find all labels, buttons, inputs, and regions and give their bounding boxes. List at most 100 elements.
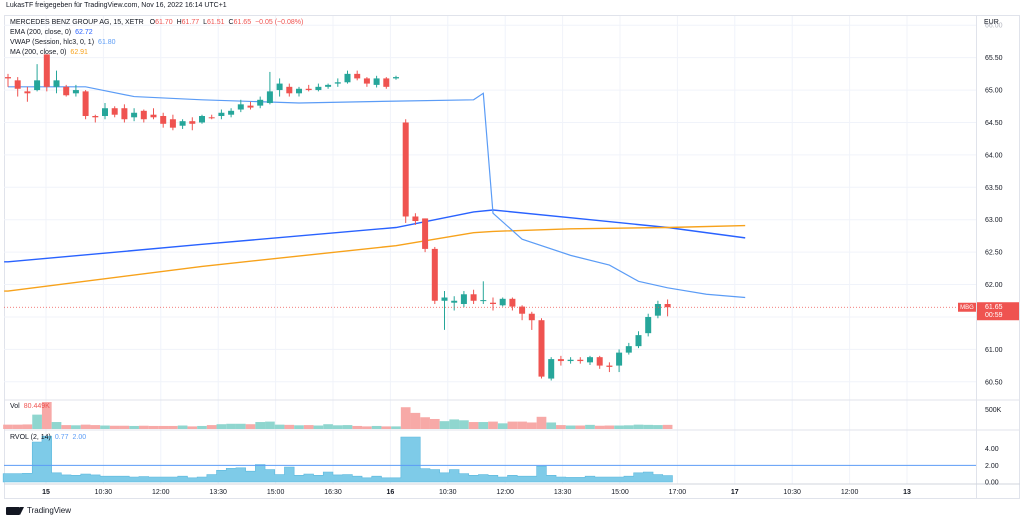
volume-bar [187,426,198,429]
candle-body [276,83,283,91]
volume-bar [22,424,33,429]
candle-body [538,320,545,377]
brand-name: TradingView [27,506,72,515]
price-tick-label: 63.50 [985,185,1003,192]
candle-body [363,78,370,84]
volume-bar [565,425,576,429]
symbol-tag [958,302,976,312]
candle-body [305,88,312,91]
price-scale[interactable] [976,15,1021,499]
candle-body [92,116,99,118]
volume-bar [235,423,246,429]
candle-body [208,117,215,119]
volume-bar [429,418,440,429]
candle-body [393,77,399,79]
candle-body [228,110,235,115]
legend-symbol: MERCEDES BENZ GROUP AG, 15, XETR [10,19,144,26]
ema-line [4,209,746,263]
volume-bar [332,425,343,429]
legend-rvol-label: RVOL (2, 14) [10,434,51,441]
price-tick-label: 65.50 [985,55,1003,62]
candle-body [577,359,584,362]
time-tick-label: 12:00 [152,489,170,496]
volume-bar [148,425,159,429]
candle-body [422,218,429,249]
candle-body [606,365,613,367]
volume-bar [381,426,392,429]
volume-bar [226,423,236,429]
legend-vwap[interactable]: VWAP (Session, hlc3, 0, 1) 61.80 [10,38,116,48]
volume-bar [51,422,62,429]
volume-bar [449,419,460,429]
volume-bar [633,424,644,429]
legend-close: 61.65 [233,19,252,26]
volume-bar [41,402,52,429]
legend-ma[interactable]: MA (200, close, 0) 62.91 [10,48,88,58]
time-tick-label: 16:30 [324,489,342,496]
candle-body [131,112,138,118]
footer-brand[interactable]: TradingView [6,506,71,515]
volume-bar [265,421,275,429]
price-tick-label: 64.00 [985,152,1003,159]
candle-body [296,88,302,94]
volume-bar [478,422,489,429]
published-line: LukasTF freigegeben für TradingView.com,… [6,2,227,9]
candle-body [460,294,467,304]
legend-rvol[interactable]: RVOL (2, 14) 0.77 2.00 [10,433,86,443]
volume-bar [400,407,411,429]
volume-bar [585,424,595,429]
symbol-tag-text: MBG [960,305,974,311]
volume-bar [323,424,333,429]
candle-body [179,121,186,126]
volume-bar [100,425,110,429]
legend-vwap-value: 61.80 [98,39,116,46]
volume-bar [129,425,139,429]
volume-bar [3,424,13,429]
legend-ema[interactable]: EMA (200, close, 0) 62.72 [10,28,93,38]
candle-body [373,78,380,85]
time-tick-label: 17:00 [669,489,687,496]
candle-body [237,104,244,110]
time-tick-label: 17 [731,489,739,496]
volume-series [3,402,673,429]
tradingview-logo-icon [6,506,24,515]
candle-body [111,108,118,115]
volume-bar [546,422,557,429]
volume-bar [158,425,169,429]
candle-body [334,82,341,84]
last-price-tag [977,302,1019,321]
candle-body [664,304,671,308]
volume-bar [556,425,566,429]
candle-body [509,298,516,307]
candle-body [635,335,642,347]
volume-bar [168,425,178,429]
candle-body [616,352,623,366]
candle-body [528,313,535,321]
time-tick-label: 15:00 [267,489,285,496]
price-tick-label: 62.50 [985,250,1003,257]
volume-bar [517,421,527,429]
candle-body [645,316,652,334]
grid-horizontal [4,24,976,383]
candle-body [72,90,79,94]
volume-bar [245,424,256,429]
candle-body [402,122,409,217]
volume-bar [594,425,605,429]
candle-body [596,357,603,366]
volume-bar [439,421,450,429]
volume-bar [507,421,518,429]
currency-label: EUR [984,19,999,26]
candle-body [218,112,225,116]
legend-volume[interactable]: Vol 80.449K [10,402,50,412]
volume-bar [197,425,207,429]
volume-bar [313,425,324,429]
volume-bar [662,424,673,429]
candle-body [490,302,496,304]
candle-body [150,114,157,118]
rvol-series [2,435,976,483]
price-tick-label: 64.50 [985,120,1003,127]
legend-rvol-value-b: 2.00 [72,434,87,441]
ma-line [4,224,746,292]
legend-ema-value: 62.72 [75,29,93,36]
